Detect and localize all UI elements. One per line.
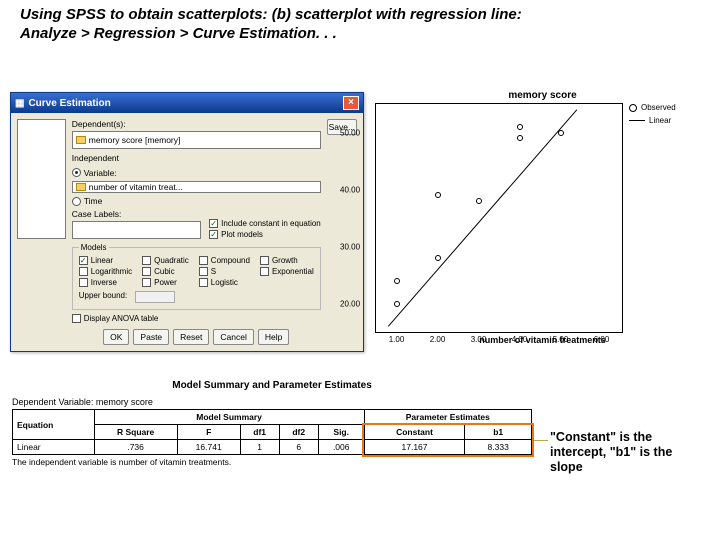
scale-icon [76, 183, 86, 191]
annotation-leader-line [534, 440, 549, 441]
legend-linear-icon [629, 120, 645, 121]
app-icon: ▦ [15, 98, 24, 109]
help-button[interactable]: Help [258, 329, 289, 345]
plot-area: 20.0030.0040.0050.001.002.003.004.005.00… [375, 103, 623, 333]
check-growth[interactable] [260, 256, 269, 265]
independent-variable-field[interactable]: number of vitamin treat... [72, 181, 321, 193]
dialog-title: ▦ Curve Estimation [15, 98, 111, 109]
title-line1: Using SPSS to obtain scatterplots: (b) s… [20, 6, 522, 23]
table-caption: Model Summary and Parameter Estimates [12, 380, 532, 391]
dependent-field[interactable]: memory score [memory] [72, 131, 321, 149]
table-row: Linear .736 16.741 1 6 .006 17.167 8.333 [13, 440, 532, 455]
cancel-button[interactable]: Cancel [213, 329, 253, 345]
chart-xlabel: number of vitamin treatments [375, 335, 710, 345]
ok-button[interactable]: OK [103, 329, 129, 345]
case-labels-label: Case Labels: [72, 209, 201, 219]
check-cubic[interactable] [142, 267, 151, 276]
models-group: Models ✓Linear Quadratic Compound Growth… [72, 243, 321, 310]
radio-time[interactable] [72, 197, 81, 206]
results-table-wrap: Model Summary and Parameter Estimates De… [12, 380, 532, 467]
scatter-chart: memory score 20.0030.0040.0050.001.002.0… [375, 90, 710, 355]
table-footnote: The independent variable is number of vi… [12, 457, 532, 467]
dependent-label: Dependent(s): [72, 119, 321, 129]
models-grid: ✓Linear Quadratic Compound Growth Logari… [79, 256, 314, 287]
dependent-variable-label: Dependent Variable: memory score [12, 397, 532, 407]
reset-button[interactable]: Reset [173, 329, 209, 345]
annotation-text: "Constant" is the intercept, "b1" is the… [550, 430, 705, 475]
slide-title: Using SPSS to obtain scatterplots: (b) s… [20, 6, 700, 44]
check-include-constant[interactable]: ✓ [209, 219, 218, 228]
check-s[interactable] [199, 267, 208, 276]
paste-button[interactable]: Paste [133, 329, 169, 345]
check-inverse[interactable] [79, 278, 88, 287]
curve-estimation-dialog: ▦ Curve Estimation × Dependent(s): memor… [10, 92, 364, 352]
close-icon[interactable]: × [343, 96, 359, 110]
results-table: Equation Model Summary Parameter Estimat… [12, 409, 532, 455]
scale-icon [76, 136, 86, 144]
title-line2: Analyze > Regression > Curve Estimation.… [20, 25, 337, 42]
radio-variable[interactable] [72, 168, 81, 177]
check-compound[interactable] [199, 256, 208, 265]
check-power[interactable] [142, 278, 151, 287]
check-quadratic[interactable] [142, 256, 151, 265]
check-exponential[interactable] [260, 267, 269, 276]
case-labels-field[interactable] [72, 221, 201, 239]
source-variable-list[interactable] [17, 119, 66, 239]
dialog-titlebar: ▦ Curve Estimation × [11, 93, 363, 113]
check-logistic[interactable] [199, 278, 208, 287]
check-plot-models[interactable]: ✓ [209, 230, 218, 239]
chart-title: memory score [375, 90, 710, 101]
legend-observed-icon [629, 104, 637, 112]
check-linear[interactable]: ✓ [79, 256, 88, 265]
check-display-anova[interactable] [72, 314, 81, 323]
upper-bound-input [135, 291, 175, 303]
check-logarithmic[interactable] [79, 267, 88, 276]
independent-label: Independent [72, 153, 321, 163]
chart-legend: Observed Linear [623, 103, 703, 333]
